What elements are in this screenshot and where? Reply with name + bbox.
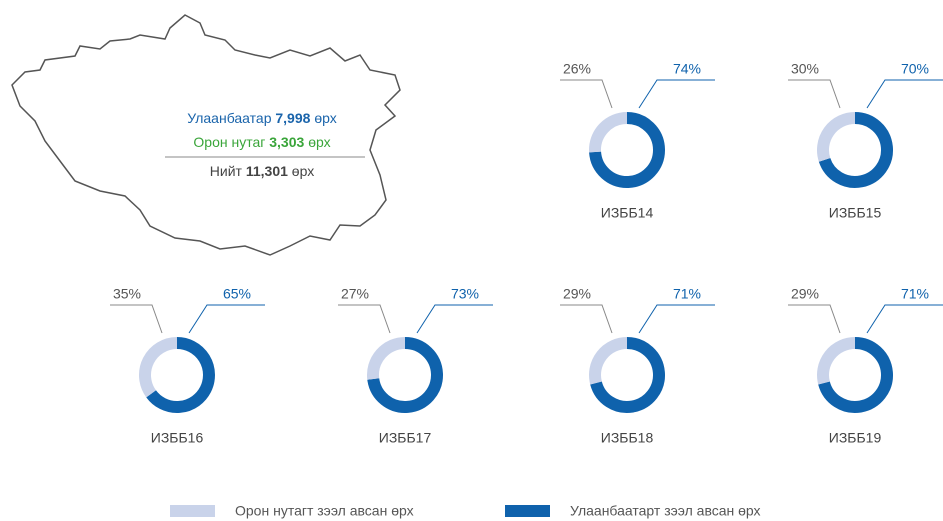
value-label: 27% bbox=[341, 286, 369, 302]
legend-swatch bbox=[170, 505, 215, 517]
legend-label: Улаанбаатарт зээл авсан өрх bbox=[570, 503, 761, 519]
donut-title: ИЗББ16 bbox=[151, 430, 204, 446]
donut-segment bbox=[146, 337, 215, 413]
donut-segment bbox=[367, 337, 443, 413]
value-label: 71% bbox=[901, 286, 929, 302]
value-label: 74% bbox=[673, 61, 701, 77]
line-value: 7,998 bbox=[275, 110, 310, 126]
line-unit: өрх bbox=[314, 110, 336, 126]
donut-segment bbox=[589, 112, 665, 188]
leader-line bbox=[866, 79, 943, 109]
map-line: Нийт 11,301 өрх bbox=[210, 163, 314, 179]
donut-title: ИЗББ14 bbox=[601, 205, 654, 221]
value-label: 29% bbox=[563, 286, 591, 302]
donut-segment bbox=[817, 112, 856, 162]
donut-title: ИЗББ18 bbox=[601, 430, 654, 446]
map-line: Улаанбаатар 7,998 өрх bbox=[187, 110, 336, 126]
value-label: 71% bbox=[673, 286, 701, 302]
value-label: 30% bbox=[791, 61, 819, 77]
donut-segment bbox=[817, 337, 856, 385]
donut-title: ИЗББ19 bbox=[829, 430, 882, 446]
line-value: 3,303 bbox=[269, 134, 304, 150]
leader-line bbox=[866, 304, 943, 334]
donut-segment bbox=[139, 337, 178, 398]
value-label: 35% bbox=[113, 286, 141, 302]
leader-line bbox=[788, 79, 841, 109]
donut-segment bbox=[590, 337, 665, 413]
value-label: 65% bbox=[223, 286, 251, 302]
donut-segment bbox=[818, 112, 893, 188]
line-label: Улаанбаатар bbox=[187, 110, 271, 126]
line-unit: өрх bbox=[292, 163, 314, 179]
line-label: Нийт bbox=[210, 163, 243, 179]
map-line: Орон нутаг 3,303 өрх bbox=[193, 134, 330, 150]
leader-line bbox=[110, 304, 163, 334]
line-label: Орон нутаг bbox=[193, 134, 265, 150]
line-value: 11,301 bbox=[246, 163, 288, 179]
donut-segment bbox=[589, 337, 628, 385]
donut-segment bbox=[589, 112, 628, 153]
donut-segment bbox=[367, 337, 406, 380]
donut-segment bbox=[818, 337, 893, 413]
leader-line bbox=[560, 79, 613, 109]
leader-line bbox=[416, 304, 493, 334]
value-label: 26% bbox=[563, 61, 591, 77]
leader-line bbox=[188, 304, 265, 334]
legend-swatch bbox=[505, 505, 550, 517]
map-outline bbox=[11, 14, 401, 256]
value-label: 73% bbox=[451, 286, 479, 302]
leader-line bbox=[338, 304, 391, 334]
legend-label: Орон нутагт зээл авсан өрх bbox=[235, 503, 414, 519]
donut-title: ИЗББ17 bbox=[379, 430, 432, 446]
line-unit: өрх bbox=[308, 134, 330, 150]
donut-title: ИЗББ15 bbox=[829, 205, 882, 221]
leader-line bbox=[788, 304, 841, 334]
value-label: 70% bbox=[901, 61, 929, 77]
leader-line bbox=[638, 304, 715, 334]
leader-line bbox=[638, 79, 715, 109]
value-label: 29% bbox=[791, 286, 819, 302]
leader-line bbox=[560, 304, 613, 334]
